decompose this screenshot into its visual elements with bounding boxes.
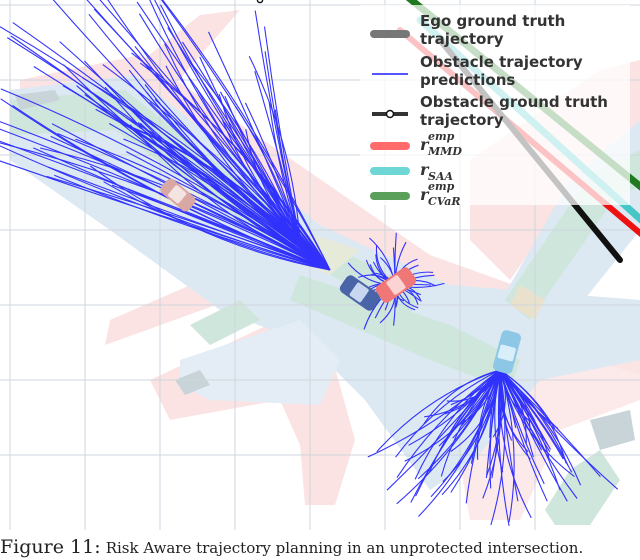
sidewalk [15,90,60,110]
prediction-line [499,369,551,450]
prediction-line [499,369,578,499]
prediction-line [167,27,331,271]
prediction-line [190,62,301,241]
prediction-line [136,1,331,271]
prediction-line [57,132,331,271]
legend-label: Obstacle trajectory [420,53,583,71]
prediction-line [47,166,331,271]
legend-label: r [420,135,430,154]
legend-label: r [420,160,430,179]
sidewalk [590,410,635,450]
prediction-line [499,369,575,478]
road-surface [180,320,340,405]
caption-label: Figure 11: [0,536,101,558]
legend-entry: r emp CVaR [370,180,461,208]
prediction-line [490,369,506,526]
prediction-line [0,128,331,271]
prediction-line [499,369,582,486]
legend-label-superscript: emp [428,180,455,193]
legend-label: predictions [420,71,515,89]
legend-entry: r SAA [370,160,453,183]
sidewalk [175,370,210,395]
lane-green [545,450,620,525]
legend-entry: r emp MMD [370,130,462,158]
prediction-line [418,369,501,517]
legend-label: trajectory [420,111,504,129]
prediction-line [12,22,331,271]
legend-label: Ego ground truth [420,12,565,30]
prediction-line [108,123,331,271]
obstacle-ground-truth-marker [256,0,264,4]
prediction-line [499,369,567,464]
crosswalk-area [510,285,545,320]
prediction-line [224,95,301,241]
prediction-line [181,41,301,241]
legend-marker [385,109,395,119]
caption-text: Risk Aware trajectory planning in an unp… [105,539,584,557]
prediction-line [104,86,331,271]
prediction-line [0,160,331,271]
figure-caption: Figure 11: Risk Aware trajectory plannin… [0,536,640,560]
prediction-line [497,369,510,527]
obstacle-car [375,267,417,303]
parked-car [160,178,196,212]
legend-label: r [420,185,430,204]
road-surface [10,75,640,490]
prediction-line [396,369,501,478]
prediction-line [499,369,561,491]
prediction-line [208,31,301,241]
prediction-line [395,369,501,458]
legend-label-subscript: CVaR [428,195,461,208]
prediction-line [254,10,301,241]
prediction-line [161,0,331,271]
legend-label: trajectory [420,30,504,48]
prediction-line [160,0,331,271]
prediction-line [376,369,501,453]
prediction-line [248,56,301,241]
lane-green [290,275,520,390]
lane-green [190,300,260,345]
prediction-line [452,369,501,429]
prediction-line [10,35,331,271]
legend-label-superscript: emp [428,130,455,143]
obstacle-car [339,275,381,311]
legend-label-subscript: MMD [427,145,462,158]
prediction-line [131,52,331,271]
prediction-line [489,369,501,489]
prediction-line [88,13,331,271]
prediction-line [103,181,331,271]
prediction-line [0,26,331,271]
legend-label-subscript: SAA [428,170,453,183]
prediction-line [499,369,573,473]
prediction-line [144,84,331,271]
prediction-line [244,102,301,241]
legend-label: Obstacle ground truth [420,93,608,111]
prediction-line [444,369,501,443]
prediction-line [33,147,331,271]
prediction-line [396,369,501,505]
prediction-line [126,151,331,271]
prediction-line [111,184,331,271]
prediction-line [414,369,501,480]
vehicles [160,178,521,374]
prediction-line [499,369,519,502]
obstacle-car [493,330,521,374]
prediction-line [221,117,301,241]
